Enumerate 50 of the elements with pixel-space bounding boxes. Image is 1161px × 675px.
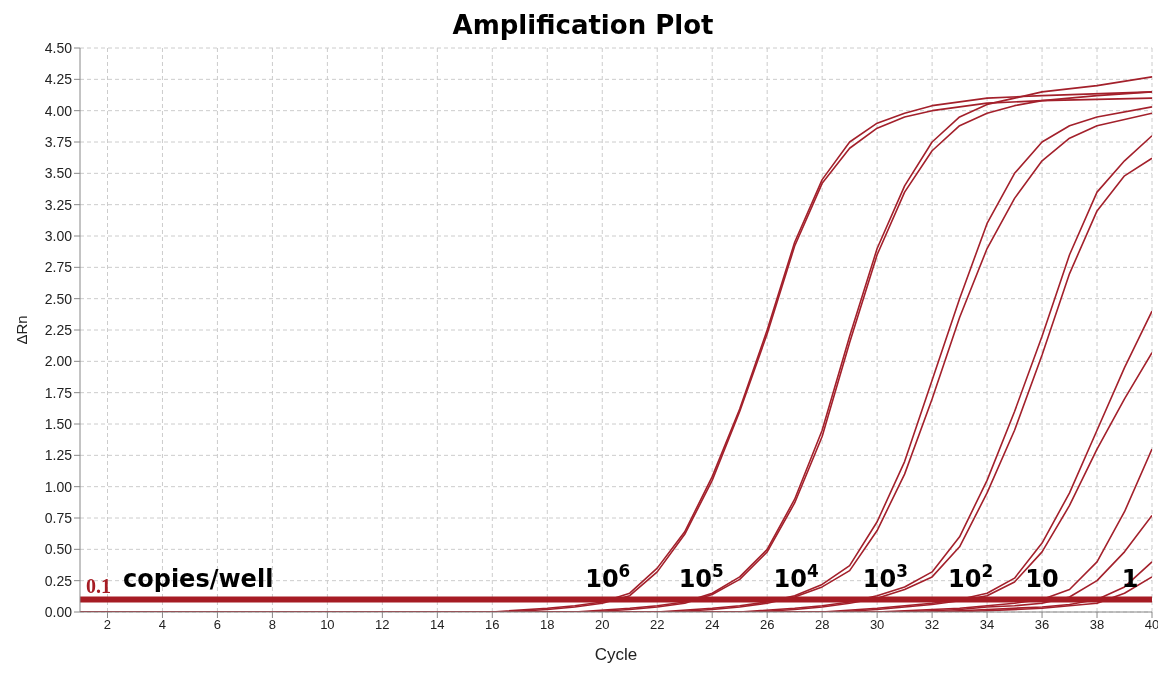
x-tick-label: 24 — [704, 617, 720, 633]
y-tick-label: 1.75 — [44, 384, 73, 401]
x-tick-label: 32 — [924, 617, 940, 633]
annotation: 10$^{4}$ — [773, 561, 819, 594]
x-tick-label: 6 — [213, 617, 222, 633]
annotation: copies/well — [123, 565, 274, 594]
y-tick-label: 1.25 — [44, 447, 73, 464]
y-tick-label: 0.50 — [44, 541, 73, 558]
x-tick-label: 2 — [103, 617, 112, 633]
x-tick-label: 18 — [540, 617, 555, 633]
x-tick-label: 12 — [375, 617, 390, 633]
annotation: 10$^{5}$ — [678, 561, 724, 594]
annotation: 10 — [1025, 565, 1059, 594]
y-tick-label: 1.50 — [44, 415, 73, 432]
x-tick-label: 20 — [595, 617, 610, 633]
annotation: 10$^{2}$ — [948, 561, 994, 594]
y-tick-label: 3.75 — [44, 133, 73, 150]
y-tick-label: 2.25 — [44, 321, 73, 338]
x-tick-label: 14 — [430, 617, 445, 633]
y-tick-label: 1.00 — [44, 478, 73, 495]
x-axis-title: Cycle — [594, 645, 638, 664]
y-tick-label: 0.25 — [44, 572, 73, 589]
y-tick-label: 3.00 — [44, 227, 73, 244]
y-tick-label: 2.50 — [44, 290, 73, 307]
y-tick-label: 4.00 — [44, 102, 73, 119]
x-tick-label: 34 — [979, 617, 995, 633]
y-tick-label: 3.25 — [44, 196, 73, 213]
y-axis-title: ΔRn — [13, 315, 31, 345]
y-tick-label: 3.50 — [44, 165, 73, 182]
ref-line-label: 0.1 — [86, 575, 111, 598]
y-tick-label: 2.75 — [44, 259, 73, 276]
annotation: 10$^{3}$ — [862, 561, 908, 594]
y-tick-label: 0.00 — [44, 603, 73, 620]
y-tick-label: 2.00 — [44, 353, 73, 370]
x-tick-label: 16 — [485, 617, 500, 633]
x-tick-label: 8 — [268, 617, 277, 633]
x-tick-label: 40 — [1144, 617, 1160, 633]
chart-title: Amplification Plot — [452, 10, 714, 40]
x-tick-label: 38 — [1089, 617, 1105, 633]
y-tick-label: 4.25 — [44, 71, 73, 88]
annotation: 10$^{6}$ — [585, 561, 631, 594]
x-tick-label: 36 — [1034, 617, 1050, 633]
x-tick-label: 30 — [869, 617, 885, 633]
y-tick-label: 4.50 — [44, 39, 73, 56]
x-tick-label: 10 — [320, 617, 335, 633]
y-tick-label: 0.75 — [44, 509, 73, 526]
x-tick-label: 26 — [759, 617, 775, 633]
x-tick-label: 4 — [158, 617, 167, 633]
x-tick-label: 28 — [814, 617, 830, 633]
x-tick-label: 22 — [650, 617, 665, 633]
